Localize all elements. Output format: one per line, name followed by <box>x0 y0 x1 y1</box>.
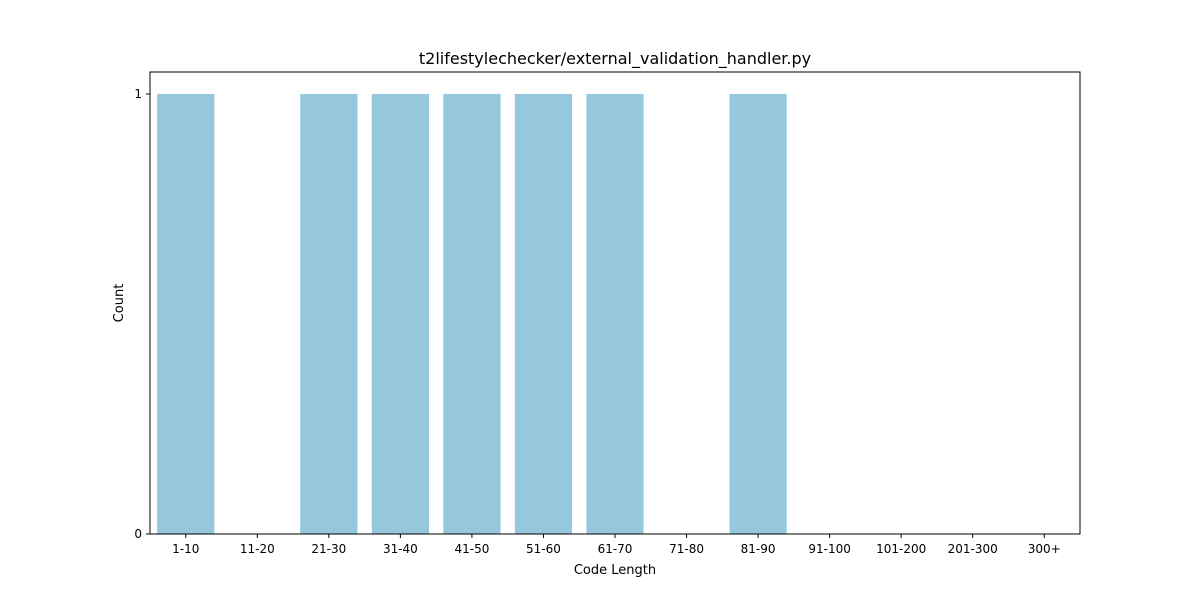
x-ticks: 1-10 11-20 21-30 31-40 41-50 51-60 61-70 71-80 8… <box>172 534 1061 556</box>
x-tick-label: 61-70 <box>598 542 633 556</box>
y-tick-label: 1 <box>134 87 142 101</box>
bar-61-70 <box>586 94 644 534</box>
x-tick-label: 71-80 <box>669 542 704 556</box>
y-tick-label: 0 <box>134 527 142 541</box>
x-tick-label: 51-60 <box>526 542 561 556</box>
bar-51-60 <box>514 94 573 534</box>
bar-81-90 <box>729 94 787 534</box>
bars-layer <box>157 94 787 534</box>
x-tick-label: 21-30 <box>311 542 346 556</box>
x-tick-label: 81-90 <box>741 542 776 556</box>
x-tick-label: 31-40 <box>383 542 418 556</box>
bar-21-30 <box>300 94 358 534</box>
bar-41-50 <box>443 94 501 534</box>
x-tick-label: 11-20 <box>240 542 275 556</box>
x-tick-label: 300+ <box>1028 542 1061 556</box>
x-tick-label: 201-300 <box>948 542 998 556</box>
x-axis-label: Code Length <box>574 563 656 578</box>
y-axis-label: Count <box>112 284 127 323</box>
bar-31-40 <box>371 94 429 534</box>
chart-title: t2lifestylechecker/external_validation_h… <box>419 49 811 69</box>
x-tick-label: 1-10 <box>172 542 199 556</box>
y-ticks: 01 <box>134 87 150 541</box>
x-tick-label: 91-100 <box>808 542 851 556</box>
bar-1-10 <box>157 94 215 534</box>
plot-frame <box>149 71 1081 535</box>
x-tick-label: 41-50 <box>454 542 489 556</box>
x-tick-label: 101-200 <box>876 542 926 556</box>
